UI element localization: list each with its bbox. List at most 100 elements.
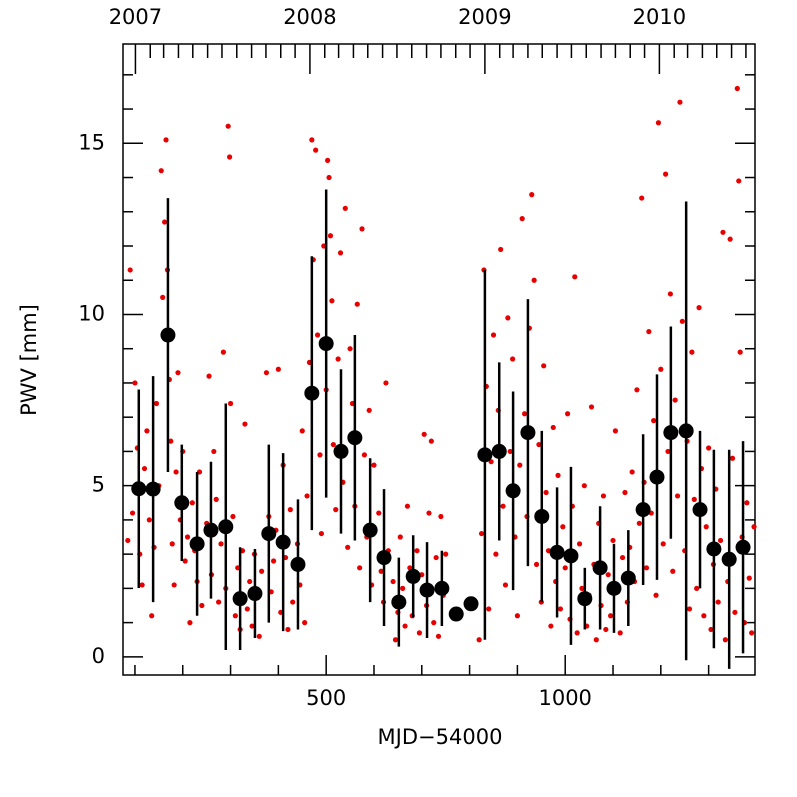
point: [354, 301, 360, 307]
point: [557, 606, 564, 612]
point: [407, 565, 413, 571]
point: [428, 438, 434, 444]
point: [244, 606, 250, 612]
binned-point: [477, 447, 493, 463]
top-tick-label: 2009: [458, 5, 511, 29]
point: [414, 548, 420, 554]
y-tick-label: 15: [78, 130, 105, 154]
binned-point: [692, 502, 708, 518]
point: [416, 630, 422, 636]
binned-point: [706, 541, 722, 557]
point: [392, 637, 399, 643]
binned-point: [304, 385, 320, 401]
point: [744, 500, 750, 506]
point: [199, 602, 205, 609]
binned-point: [232, 591, 248, 607]
point: [187, 620, 193, 626]
point: [550, 424, 556, 431]
point: [335, 356, 341, 362]
point: [327, 233, 334, 239]
point: [717, 537, 724, 544]
point: [691, 496, 697, 502]
point: [232, 613, 238, 619]
point: [144, 428, 150, 434]
point: [227, 400, 234, 407]
point: [651, 418, 657, 424]
binned-point: [549, 544, 565, 560]
point: [646, 328, 652, 335]
point: [371, 462, 377, 468]
binned-point: [290, 556, 306, 572]
point: [329, 298, 335, 304]
y-tick-label: 10: [78, 301, 105, 325]
point: [313, 147, 319, 153]
point: [486, 606, 492, 612]
point: [153, 400, 160, 407]
binned-point: [131, 481, 147, 497]
point: [161, 219, 168, 225]
point: [655, 120, 662, 126]
point: [317, 452, 323, 458]
point: [694, 585, 700, 591]
binned-point: [362, 522, 378, 538]
point: [660, 541, 666, 547]
binned-point: [333, 443, 349, 459]
point: [507, 448, 513, 455]
point: [433, 554, 439, 561]
point: [579, 585, 585, 591]
point: [227, 154, 233, 160]
point: [330, 441, 336, 448]
point: [708, 626, 714, 633]
point: [302, 620, 308, 626]
point: [173, 469, 179, 475]
point: [402, 623, 408, 629]
binned-point: [347, 430, 363, 446]
point: [443, 551, 449, 557]
point: [706, 445, 712, 451]
point: [679, 318, 685, 324]
binned-point: [520, 425, 536, 441]
point: [230, 513, 236, 520]
point: [588, 404, 595, 410]
binned-point: [592, 560, 608, 576]
point: [290, 599, 296, 605]
point: [727, 236, 733, 242]
top-tick-label: 2010: [633, 5, 686, 29]
point: [397, 534, 403, 540]
point: [562, 565, 568, 571]
point: [421, 431, 427, 437]
point: [749, 630, 755, 636]
point: [182, 558, 188, 564]
point: [318, 530, 324, 537]
y-tick-label: 0: [92, 644, 105, 668]
point: [564, 411, 571, 417]
point: [517, 462, 523, 468]
point: [529, 192, 535, 198]
point: [560, 524, 566, 530]
point: [555, 472, 561, 478]
point: [366, 407, 372, 413]
point: [605, 572, 611, 578]
point: [674, 493, 681, 499]
point: [342, 205, 348, 211]
point: [510, 356, 516, 362]
binned-point: [505, 483, 521, 499]
point: [225, 123, 231, 129]
point: [610, 537, 616, 544]
point: [333, 507, 339, 513]
point: [689, 349, 695, 355]
point: [337, 250, 344, 256]
point: [160, 294, 166, 300]
point: [536, 441, 542, 448]
point: [169, 541, 175, 547]
point: [543, 489, 549, 496]
binned-point: [620, 570, 636, 586]
top-tick-label: 2007: [109, 5, 162, 29]
point: [636, 520, 642, 526]
point: [720, 229, 726, 235]
binned-point: [635, 502, 651, 518]
point: [287, 507, 293, 513]
point: [390, 578, 396, 585]
binned-point: [174, 495, 190, 511]
point: [326, 174, 332, 181]
